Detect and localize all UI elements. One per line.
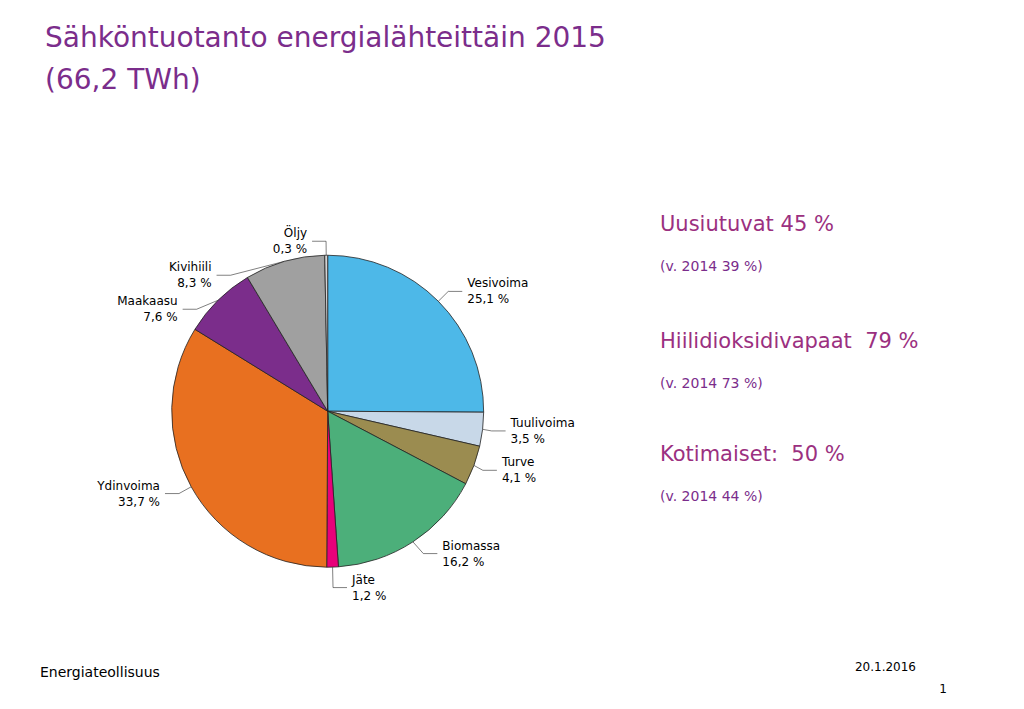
svg-text:(66,2 TWh): (66,2 TWh) [45, 63, 201, 96]
svg-text:7,6 %: 7,6 % [143, 310, 177, 324]
svg-text:(v. 2014 39 %): (v. 2014 39 %) [660, 258, 763, 274]
svg-text:Kotimaiset: 50 %: Kotimaiset: 50 % [660, 442, 845, 466]
svg-text:20.1.2016: 20.1.2016 [855, 660, 916, 674]
svg-text:8,3 %: 8,3 % [177, 276, 211, 290]
svg-text:Hiilidioksidivapaat 79 %: Hiilidioksidivapaat 79 % [660, 329, 919, 353]
svg-text:Jäte: Jäte [351, 573, 375, 587]
svg-text:Tuulivoima: Tuulivoima [510, 416, 575, 430]
svg-text:Öljy: Öljy [284, 224, 307, 240]
svg-text:Vesivoima: Vesivoima [467, 276, 528, 290]
svg-text:4,1 %: 4,1 % [502, 471, 536, 485]
svg-text:Biomassa: Biomassa [442, 539, 500, 553]
svg-text:1,2 %: 1,2 % [352, 589, 386, 603]
svg-text:Sähköntuotanto energialähteitt: Sähköntuotanto energialähteittäin 2015 [45, 21, 606, 54]
svg-text:0,3 %: 0,3 % [273, 242, 307, 256]
svg-text:Uusiutuvat 45 %: Uusiutuvat 45 % [660, 212, 834, 236]
svg-text:1: 1 [939, 682, 947, 696]
svg-text:33,7 %: 33,7 % [118, 495, 160, 509]
svg-text:Energiateollisuus: Energiateollisuus [40, 664, 160, 680]
svg-text:25,1 %: 25,1 % [467, 292, 509, 306]
svg-text:Ydinvoima: Ydinvoima [96, 479, 160, 493]
svg-text:Maakaasu: Maakaasu [117, 294, 177, 308]
svg-text:Kivihiili: Kivihiili [169, 260, 212, 274]
svg-text:Turve: Turve [501, 455, 535, 469]
svg-text:16,2 %: 16,2 % [442, 555, 484, 569]
svg-text:(v. 2014 44 %): (v. 2014 44 %) [660, 488, 763, 504]
svg-text:3,5 %: 3,5 % [511, 432, 545, 446]
svg-text:(v. 2014 73 %): (v. 2014 73 %) [660, 375, 763, 391]
